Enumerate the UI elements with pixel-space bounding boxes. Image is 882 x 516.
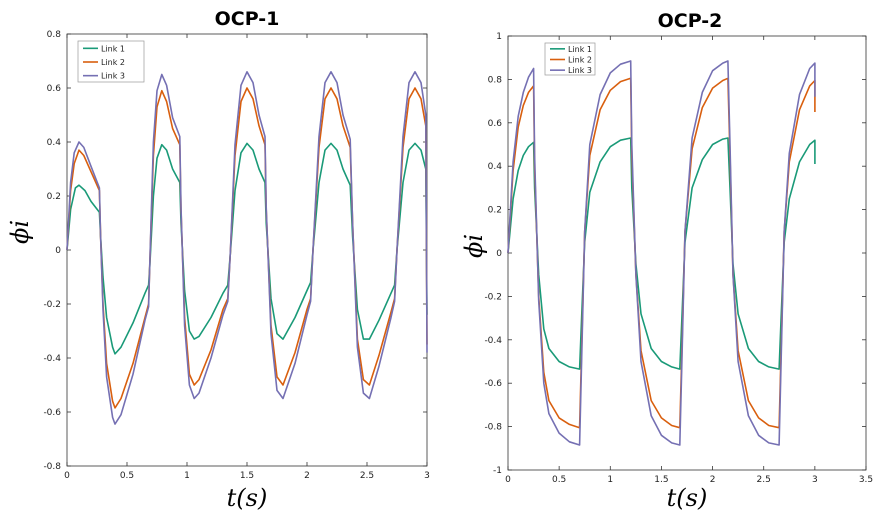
y-tick-label: -0.6 xyxy=(484,379,502,389)
y-tick-label: -0.6 xyxy=(43,408,61,418)
legend-label: Link 2 xyxy=(101,58,125,67)
y-tick-label: 0.4 xyxy=(488,162,503,172)
x-tick-label: 2.5 xyxy=(757,475,771,485)
y-tick-label: -0.2 xyxy=(43,300,61,310)
series-line-link-3 xyxy=(66,71,428,425)
series-line-link-1 xyxy=(507,137,816,370)
y-axis-label: ϕi xyxy=(6,220,34,244)
y-tick-label: 0 xyxy=(496,249,502,259)
y-tick-label: -0.4 xyxy=(43,354,61,364)
x-tick-label: 0 xyxy=(64,471,70,481)
y-tick-label: -0.4 xyxy=(484,336,502,346)
chart-title: OCP-1 xyxy=(215,8,280,30)
y-tick-label: 0.6 xyxy=(488,119,503,129)
x-tick-label: 1.5 xyxy=(240,471,254,481)
y-tick-label: -0.2 xyxy=(484,292,502,302)
x-axis-label: t(s) xyxy=(227,484,268,512)
series-line-link-3 xyxy=(507,60,816,446)
series-line-link-2 xyxy=(507,77,816,429)
chart-ocp2: OCP-2 0 0.5 1 1.5 2 2.5 3 3.5 -1 -0.8 -0.6 -0.4 -0.2 0… xyxy=(460,10,873,512)
y-tick-label: 0 xyxy=(55,246,61,256)
y-tick-label: -0.8 xyxy=(43,462,61,472)
y-tick-label: -1 xyxy=(493,466,502,476)
x-tick-label: 1 xyxy=(184,471,190,481)
x-tick-label: 1 xyxy=(607,475,613,485)
y-tick-label: 0.6 xyxy=(47,84,62,94)
y-tick-label: -0.8 xyxy=(484,423,502,433)
x-tick-label: 1.5 xyxy=(654,475,668,485)
plot-frame xyxy=(66,33,428,467)
series-line-link-1 xyxy=(66,142,428,355)
legend-label: Link 2 xyxy=(568,56,592,65)
x-tick-label: 3 xyxy=(812,475,818,485)
series-line-link-2 xyxy=(66,87,428,409)
y-tick-label: 0.2 xyxy=(47,192,61,202)
legend-label: Link 1 xyxy=(101,44,125,53)
y-tick-label: 0.8 xyxy=(488,75,503,85)
x-tick-label: 2.5 xyxy=(360,471,374,481)
legend-label: Link 1 xyxy=(568,45,592,54)
chart-ocp1: OCP-1 0 0.5 1 1.5 2 2.5 3 -0.8 -0.6 -0.4 -0.2 0 0.2 0.… xyxy=(6,8,430,512)
x-tick-label: 3.5 xyxy=(859,475,873,485)
chart-title: OCP-2 xyxy=(658,10,723,32)
x-tick-label: 3 xyxy=(424,471,430,481)
legend-label: Link 3 xyxy=(101,72,125,81)
legend-label: Link 3 xyxy=(568,66,592,75)
y-axis-label: ϕi xyxy=(460,234,488,258)
x-tick-label: 2 xyxy=(304,471,310,481)
y-tick-label: 0.4 xyxy=(47,138,62,148)
y-tick-label: 1 xyxy=(496,32,502,42)
y-tick-label: 0.8 xyxy=(47,30,62,40)
x-tick-label: 0.5 xyxy=(120,471,134,481)
plot-frame xyxy=(507,35,867,471)
x-tick-label: 0.5 xyxy=(552,475,566,485)
x-tick-label: 2 xyxy=(710,475,716,485)
x-tick-label: 0 xyxy=(505,475,511,485)
legend: Link 1 Link 2 Link 3 xyxy=(77,40,145,83)
y-tick-label: 0.2 xyxy=(488,206,502,216)
x-axis-label: t(s) xyxy=(667,484,708,512)
